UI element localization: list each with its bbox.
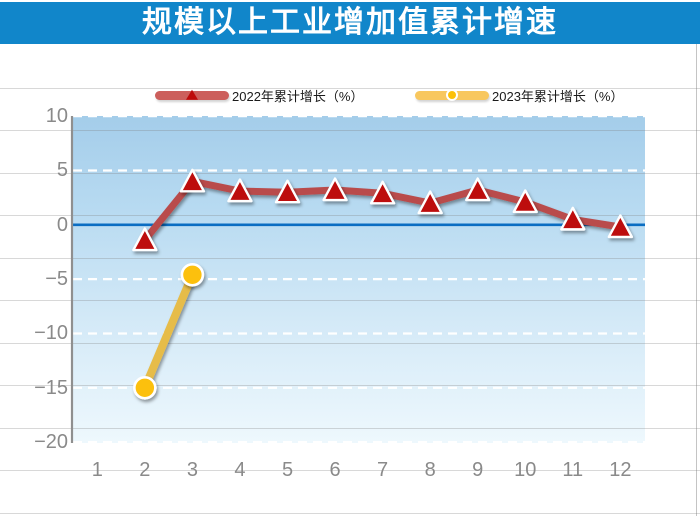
legend-label-2022: 2022年累计增长（%） <box>232 88 364 104</box>
sheet-row-line <box>0 512 700 514</box>
sheet-row-line <box>0 470 700 471</box>
y-tick-label: 5 <box>56 159 68 182</box>
page-title: 规模以上工业增加值累计增速 <box>142 6 558 39</box>
triangle-marker-icon <box>186 89 198 100</box>
title-banner: 规模以上工业增加值累计增速 <box>0 2 700 44</box>
y-tick-label: −5 <box>45 268 68 291</box>
legend-item-2023[interactable]: 2023年累计增长（%） <box>415 86 623 104</box>
y-tick-label: 0 <box>56 213 68 236</box>
y-tick-label: −20 <box>34 431 68 454</box>
y-tick-label: −10 <box>34 322 68 345</box>
legend-label-2023: 2023年累计增长（%） <box>492 88 624 104</box>
legend-item-2022[interactable]: 2022年累计增长（%） <box>155 86 363 104</box>
x-tick-label: 6 <box>329 459 341 481</box>
x-tick-label: 11 <box>562 459 584 481</box>
legend-line-sample-2022 <box>155 89 229 100</box>
x-tick-label: 5 <box>281 459 294 481</box>
x-tick-label: 12 <box>609 459 632 481</box>
x-tick-label: 9 <box>472 459 484 481</box>
x-tick-label: 4 <box>234 459 246 481</box>
legend-line-sample-2023 <box>415 89 489 101</box>
x-tick-label: 8 <box>424 459 436 481</box>
y-tick-label: 10 <box>45 105 68 128</box>
y-tick-label: −15 <box>34 376 68 399</box>
x-tick-label: 2 <box>139 459 151 481</box>
x-tick-label: 1 <box>91 459 103 481</box>
circle-marker-icon <box>446 89 458 101</box>
x-tick-label: 10 <box>514 459 537 481</box>
sheet-column-line <box>696 44 697 516</box>
x-tick-label: 3 <box>186 459 198 481</box>
x-tick-label: 7 <box>377 459 389 481</box>
chart-plot-area[interactable] <box>73 116 645 443</box>
